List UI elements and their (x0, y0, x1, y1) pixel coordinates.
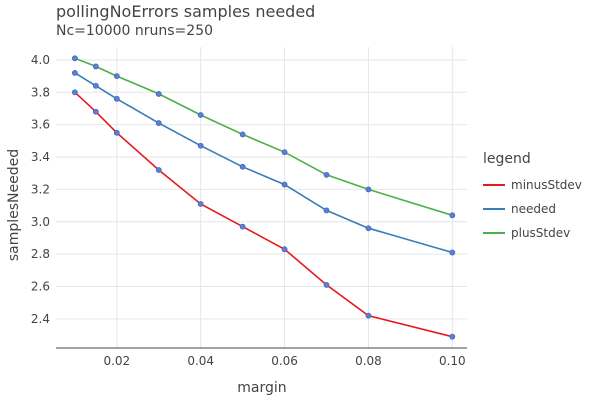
data-point-needed (281, 181, 288, 188)
data-point-plusStdev (449, 212, 456, 219)
x-tick-label: 0.02 (103, 354, 130, 368)
y-tick-label: 2.4 (31, 312, 50, 326)
data-point-minusStdev (113, 129, 120, 136)
data-point-needed (239, 163, 246, 170)
data-point-needed (449, 249, 456, 256)
series-markers (71, 55, 456, 340)
y-tick-label: 4.0 (31, 53, 50, 67)
data-point-minusStdev (323, 281, 330, 288)
data-point-needed (71, 69, 78, 76)
data-point-minusStdev (281, 246, 288, 253)
data-point-minusStdev (71, 89, 78, 96)
data-point-minusStdev (449, 333, 456, 340)
data-point-plusStdev (239, 131, 246, 138)
data-point-minusStdev (197, 201, 204, 207)
x-tick-label: 0.08 (355, 354, 382, 368)
series-line-needed (74, 72, 453, 254)
y-tick-label: 3.8 (31, 85, 50, 99)
y-tick-label: 3.2 (31, 182, 50, 196)
data-point-minusStdev (239, 223, 246, 230)
series-line-plusStdev (74, 57, 453, 217)
y-tick-label: 3.4 (31, 150, 50, 164)
y-tick-label: 2.8 (31, 247, 50, 261)
chart-title: pollingNoErrors samples needed (56, 2, 315, 21)
data-point-plusStdev (71, 55, 78, 62)
data-point-needed (197, 142, 204, 149)
legend: legend minusStdev needed plusStdev (483, 151, 582, 240)
y-axis-title: samplesNeeded (6, 149, 22, 261)
data-point-plusStdev (155, 91, 162, 97)
data-point-plusStdev (281, 149, 288, 156)
data-point-needed (92, 82, 99, 89)
series-line-minusStdev (74, 91, 453, 338)
data-point-needed (323, 207, 330, 214)
legend-label-plusStdev: plusStdev (511, 226, 570, 240)
data-point-plusStdev (113, 73, 120, 80)
series-lines (74, 57, 453, 338)
data-point-needed (155, 120, 162, 126)
data-point-plusStdev (197, 112, 204, 118)
data-point-needed (113, 95, 120, 102)
legend-label-minusStdev: minusStdev (511, 178, 582, 192)
x-tick-label: 0.06 (271, 354, 298, 368)
data-point-minusStdev (365, 312, 372, 319)
legend-label-needed: needed (511, 202, 556, 216)
x-tick-label: 0.04 (187, 354, 214, 368)
data-point-plusStdev (365, 186, 372, 193)
data-point-plusStdev (92, 63, 99, 70)
y-tick-label: 3.6 (31, 118, 50, 132)
grid-lines (56, 47, 467, 348)
legend-title: legend (483, 151, 531, 167)
chart-subtitle: Nc=10000 nruns=250 (56, 23, 213, 39)
y-tick-label: 2.6 (31, 280, 50, 294)
data-point-minusStdev (155, 167, 162, 173)
y-tick-label: 3.0 (31, 215, 50, 229)
data-point-needed (365, 225, 372, 232)
x-axis-title: margin (237, 380, 286, 396)
data-point-minusStdev (92, 108, 99, 115)
axes: 0.02 0.04 0.06 0.08 0.10 2.4 2.6 2.8 3.0 3.2 3.4 3.… (31, 53, 467, 368)
data-point-plusStdev (323, 171, 330, 178)
x-tick-label: 0.10 (439, 354, 466, 368)
